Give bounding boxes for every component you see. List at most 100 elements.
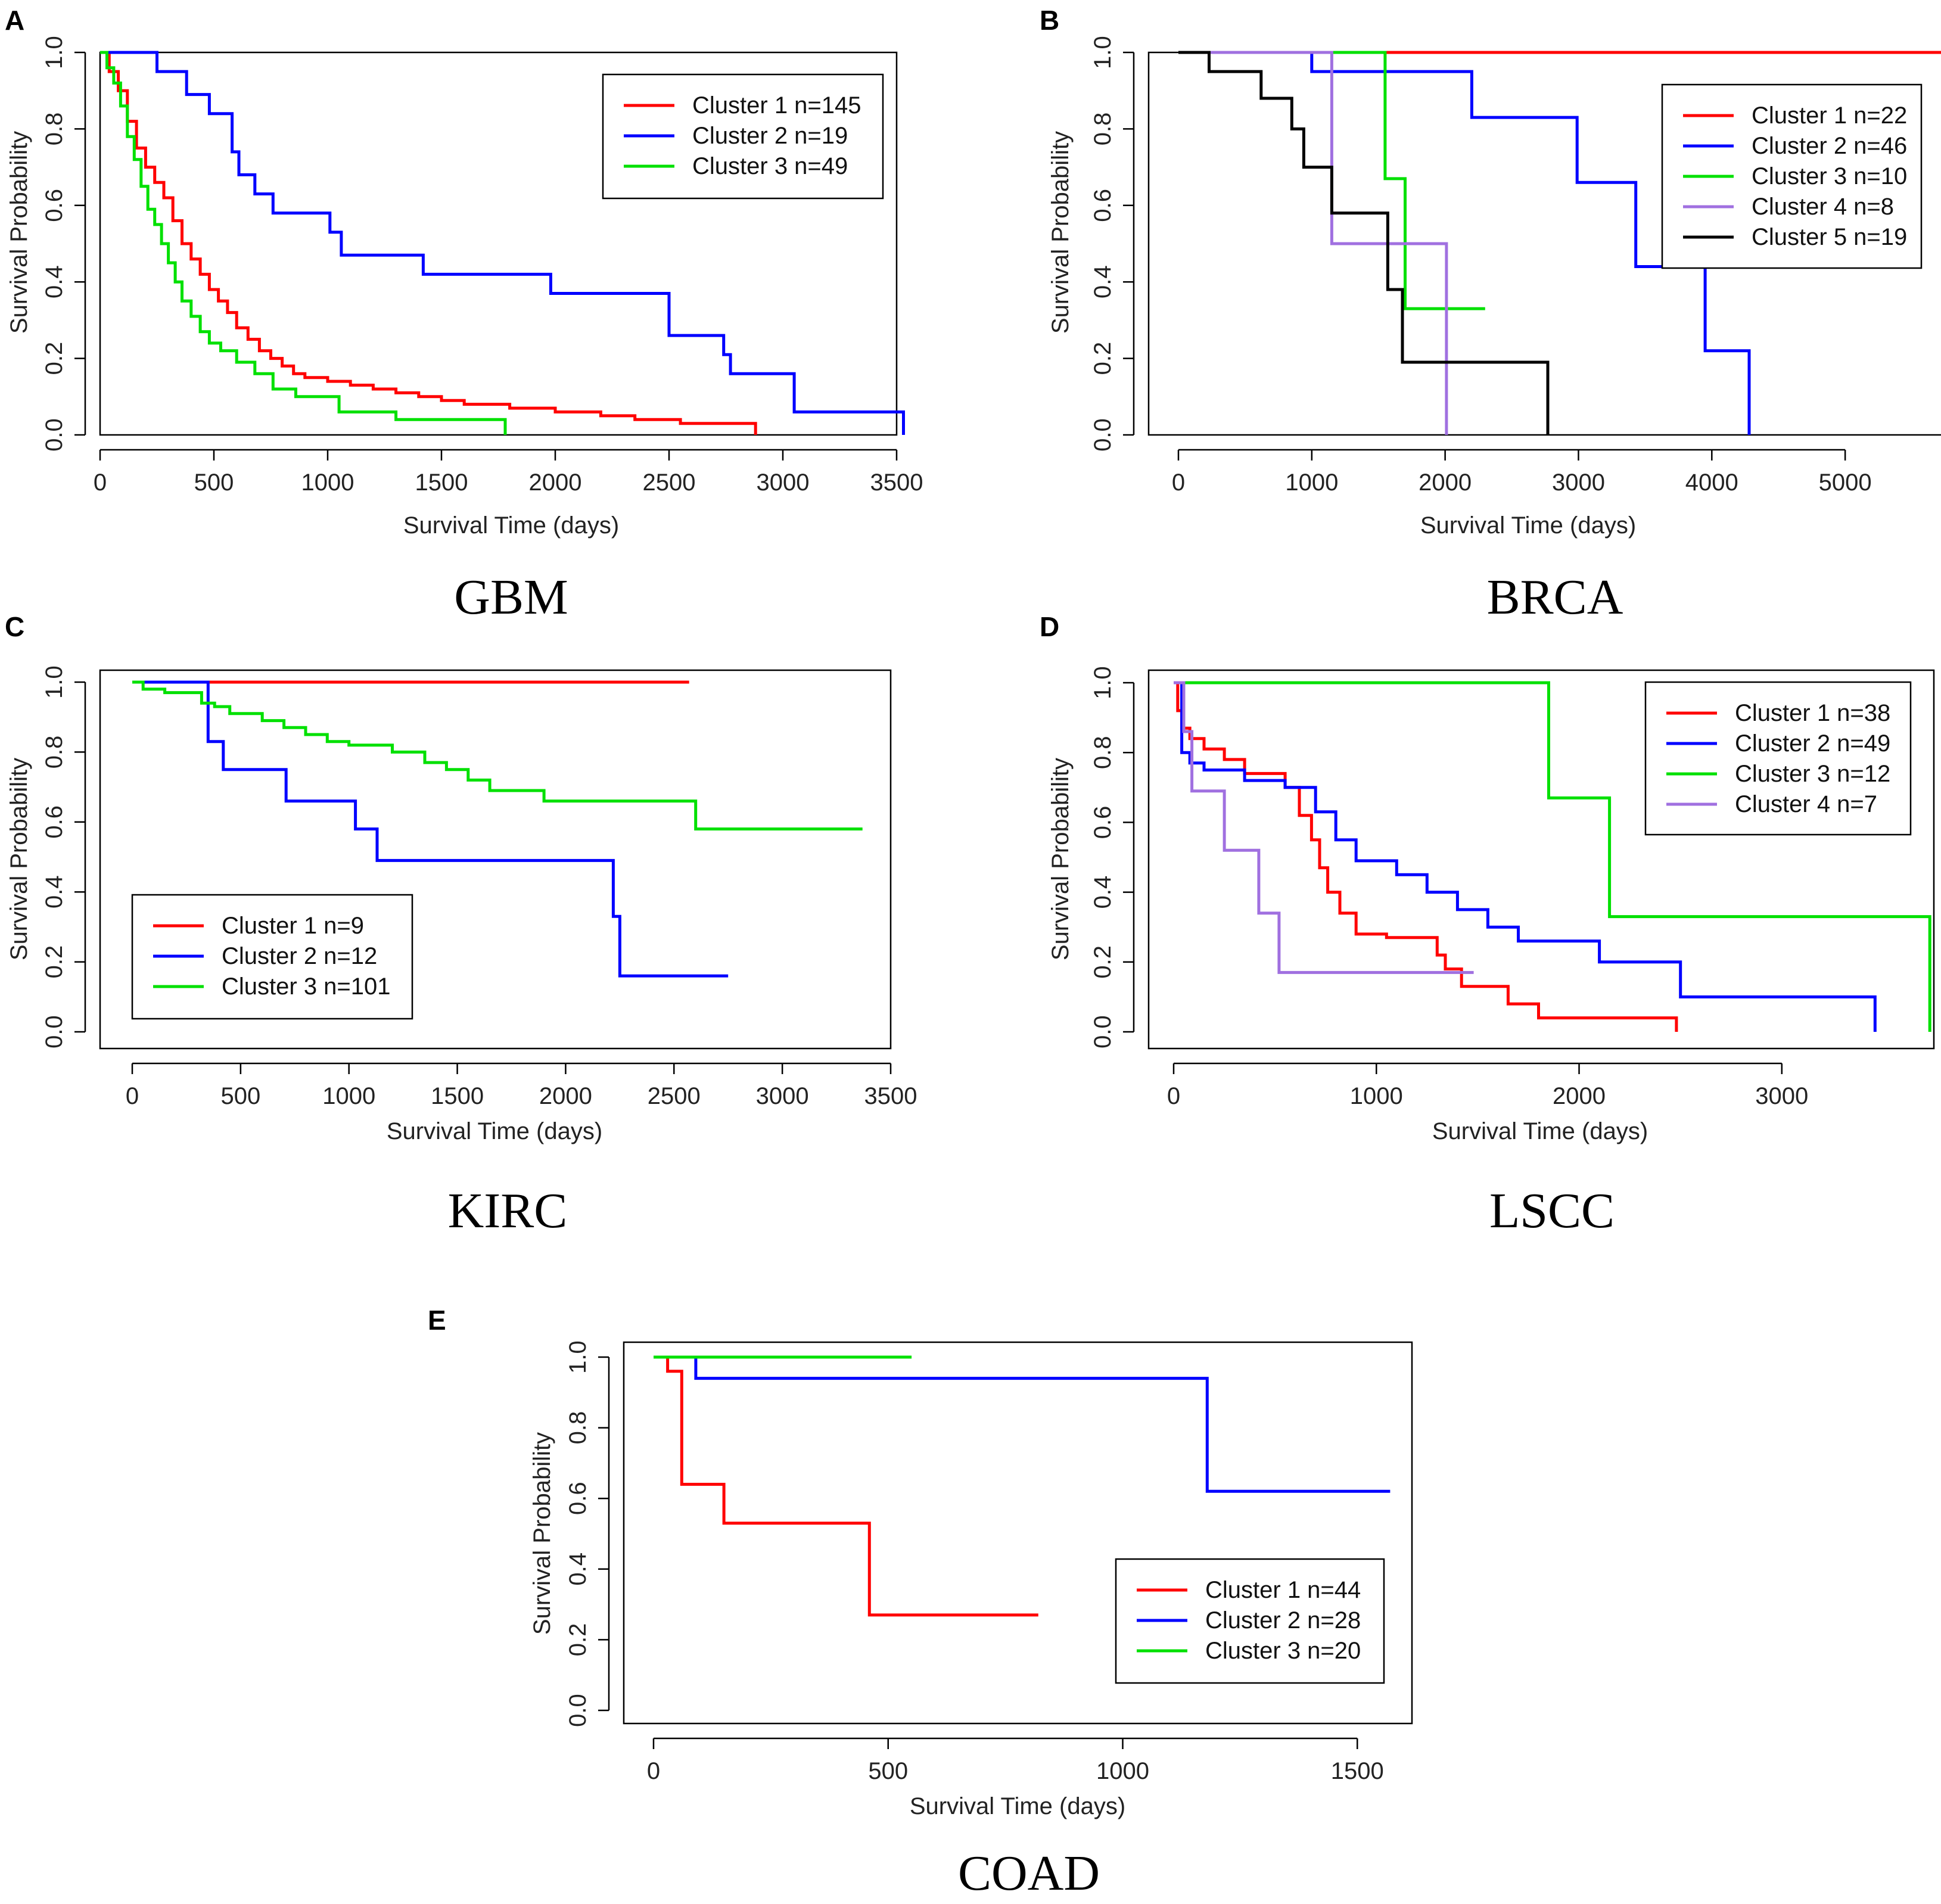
x-axis-label: Survival Time (days) — [1420, 512, 1636, 539]
x-tick-label: 1000 — [1285, 469, 1338, 496]
legend: Cluster 1 n=44 Cluster 2 n=28 Cluster 3 n=… — [1115, 1558, 1385, 1684]
legend-entry: Cluster 2 n=12 — [222, 943, 377, 969]
legend-entry: Cluster 3 n=12 — [1735, 761, 1890, 787]
legend-entry: Cluster 2 n=28 — [1205, 1607, 1361, 1634]
y-tick-label: 0.4 — [1090, 265, 1116, 298]
legend-entry: Cluster 4 n=8 — [1752, 194, 1894, 220]
x-tick-label: 2000 — [1419, 469, 1472, 496]
y-tick-label: 0.4 — [41, 265, 67, 298]
y-tick-label: 0.8 — [565, 1411, 591, 1445]
series-line-cluster-2 — [132, 680, 729, 978]
legend-box — [1644, 681, 1912, 836]
series-line-cluster-1 — [100, 51, 757, 435]
panel-title: COAD — [958, 1846, 1100, 1901]
legend-entry: Cluster 2 n=46 — [1752, 133, 1907, 159]
y-tick-label: 0.4 — [565, 1553, 591, 1586]
panel-c-kirc: 0 500 1000 1500 2000 2500 3000 3500 0.0 0.2 0.4 0.6… — [5, 611, 917, 1239]
y-tick-label: 1.0 — [1090, 36, 1116, 69]
y-tick-label: 0.8 — [41, 736, 67, 769]
y-axis-label: Survival Probability — [1047, 131, 1074, 334]
legend-entry: Cluster 3 n=49 — [692, 153, 848, 179]
x-tick-label: 3500 — [870, 469, 923, 496]
legend: Cluster 1 n=9 Cluster 2 n=12 Cluster 3 n=1… — [131, 894, 413, 1020]
y-tick-label: 0.2 — [1090, 342, 1116, 375]
x-tick-label: 3500 — [864, 1083, 917, 1109]
legend-entry: Cluster 3 n=101 — [222, 973, 391, 1000]
x-tick-label: 500 — [194, 469, 234, 496]
panel-title: GBM — [454, 570, 568, 625]
y-tick-label: 0.0 — [41, 1015, 67, 1049]
series-line-cluster-4 — [1178, 51, 1448, 435]
y-axis-label: Survival Probability — [6, 758, 32, 960]
x-tick-label: 3000 — [1755, 1083, 1808, 1109]
panel-letter: B — [1040, 5, 1059, 36]
x-axis-label: Survival Time (days) — [1432, 1118, 1648, 1144]
legend-entry: Cluster 1 n=145 — [692, 92, 861, 119]
series-line-cluster-2 — [654, 1355, 1391, 1493]
x-tick-label: 2500 — [648, 1083, 701, 1109]
series-line-cluster-3 — [1178, 51, 1485, 310]
y-tick-label: 0.8 — [1090, 113, 1116, 146]
legend: Cluster 1 n=145 Cluster 2 n=19 Cluster 3 n… — [602, 73, 884, 200]
x-axis-label: Survival Time (days) — [403, 512, 619, 539]
y-tick-label: 0.8 — [1090, 736, 1116, 769]
plot-frame — [99, 51, 898, 436]
legend-entry: Cluster 1 n=9 — [222, 913, 364, 939]
y-tick-label: 1.0 — [1090, 666, 1116, 699]
y-tick-label: 0.6 — [1090, 189, 1116, 222]
panel-a-gbm: 0 500 1000 1500 2000 2500 3000 3500 0.0 0.2 0.4 0.6… — [5, 5, 923, 625]
x-axis-label: Survival Time (days) — [387, 1118, 602, 1144]
legend-entry: Cluster 2 n=49 — [1735, 730, 1890, 757]
y-tick-label: 0.0 — [41, 418, 67, 452]
series-line-cluster-5 — [1178, 51, 1550, 435]
legend-entry: Cluster 5 n=19 — [1752, 224, 1907, 250]
x-tick-label: 0 — [1167, 1083, 1180, 1109]
x-tick-label: 500 — [220, 1083, 260, 1109]
x-tick-label: 1500 — [431, 1083, 484, 1109]
y-axis-label: Survival Probability — [6, 131, 32, 334]
series-line-cluster-1 — [654, 1355, 1038, 1617]
panel-letter: D — [1040, 611, 1059, 642]
y-tick-label: 0.6 — [41, 189, 67, 222]
x-tick-label: 1000 — [1350, 1083, 1403, 1109]
legend: Cluster 1 n=22 Cluster 2 n=46 Cluster 3 n=… — [1661, 83, 1923, 269]
x-tick-label: 3000 — [756, 1083, 809, 1109]
x-tick-label: 5000 — [1819, 469, 1872, 496]
legend-entry: Cluster 4 n=7 — [1735, 791, 1877, 817]
x-tick-label: 0 — [1172, 469, 1185, 496]
series-line-cluster-3 — [100, 51, 507, 435]
series-line-cluster-2 — [100, 51, 905, 435]
plot-frame — [1147, 669, 1935, 1050]
plot-frame — [623, 1341, 1413, 1725]
series-line-cluster-4 — [1174, 681, 1474, 974]
x-tick-label: 1000 — [1096, 1758, 1149, 1784]
y-axis-label: Survival Probability — [1047, 758, 1074, 960]
y-tick-label: 0.2 — [41, 342, 67, 375]
series-line-cluster-1 — [1174, 681, 1678, 1032]
x-tick-label: 0 — [647, 1758, 660, 1784]
x-tick-label: 500 — [868, 1758, 908, 1784]
plot-frame — [99, 669, 892, 1050]
legend-entry: Cluster 1 n=44 — [1205, 1577, 1361, 1603]
panel-letter: A — [5, 5, 24, 36]
y-tick-label: 0.8 — [41, 113, 67, 146]
y-tick-label: 0.0 — [1090, 418, 1116, 452]
x-tick-label: 1500 — [1331, 1758, 1384, 1784]
y-tick-label: 0.2 — [565, 1623, 591, 1657]
x-tick-label: 1500 — [415, 469, 468, 496]
y-tick-label: 0.2 — [1090, 945, 1116, 979]
x-tick-label: 2500 — [643, 469, 696, 496]
x-tick-label: 3000 — [757, 469, 810, 496]
panel-title: LSCC — [1489, 1183, 1615, 1239]
y-tick-label: 0.6 — [1090, 806, 1116, 839]
x-tick-label: 0 — [94, 469, 107, 496]
panel-letter: C — [5, 611, 24, 642]
legend-entry: Cluster 3 n=10 — [1752, 163, 1907, 189]
legend: Cluster 1 n=38 Cluster 2 n=49 Cluster 3 n=… — [1644, 681, 1912, 836]
y-tick-label: 0.6 — [41, 805, 67, 839]
legend-entry: Cluster 3 n=20 — [1205, 1638, 1361, 1664]
y-tick-label: 0.2 — [41, 945, 67, 979]
x-tick-label: 0 — [126, 1083, 139, 1109]
panel-e-coad: 0 500 1000 1500 0.0 0.2 0.4 0.6 0.8 1.0 Survival T… — [428, 1305, 1413, 1901]
